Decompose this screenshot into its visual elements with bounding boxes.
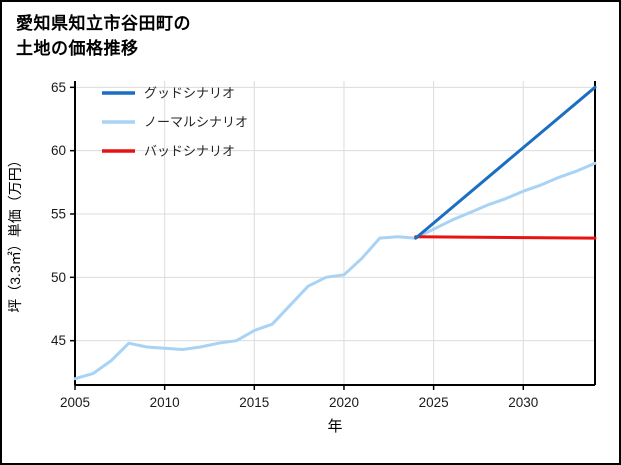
legend-label-normal-scenario: ノーマルシナリオ: [144, 115, 248, 130]
y-tick-label: 60: [51, 143, 66, 158]
series-line-bad-scenario: [414, 235, 597, 240]
legend-label-bad-scenario: バッドシナリオ: [144, 144, 235, 159]
y-tick-label: 45: [51, 333, 66, 348]
x-tick-label: 2020: [329, 395, 359, 410]
chart-title: 愛知県知立市谷田町の 土地の価格推移: [2, 2, 619, 61]
y-tick-label: 65: [51, 80, 66, 95]
y-tick-label: 55: [51, 207, 66, 222]
series-line-normal-scenario: [73, 162, 597, 381]
x-tick-label: 2010: [150, 395, 180, 410]
x-axis-label: 年: [327, 418, 342, 435]
x-tick-label: 2015: [239, 395, 269, 410]
y-axis-label: 坪（3.3㎡）単価（万円）: [7, 154, 23, 313]
chart-title-line2: 土地の価格推移: [16, 38, 139, 58]
price-trend-line-chart: 2005 2010 2015 2020 2025 2030 45 50 55 60 65 グッドシナリ…: [2, 63, 619, 454]
series-line-good-scenario: [414, 86, 597, 240]
x-tick-label: 2025: [419, 395, 449, 410]
x-tick-label: 2005: [60, 395, 90, 410]
chart-title-line1: 愛知県知立市谷田町の: [16, 14, 191, 33]
legend-label-good-scenario: グッドシナリオ: [144, 86, 235, 101]
chart-canvas: 2005 2010 2015 2020 2025 2030 45 50 55 60 65 グッドシナリ…: [7, 80, 597, 435]
y-tick-label: 50: [51, 270, 66, 285]
x-tick-label: 2030: [508, 395, 538, 410]
